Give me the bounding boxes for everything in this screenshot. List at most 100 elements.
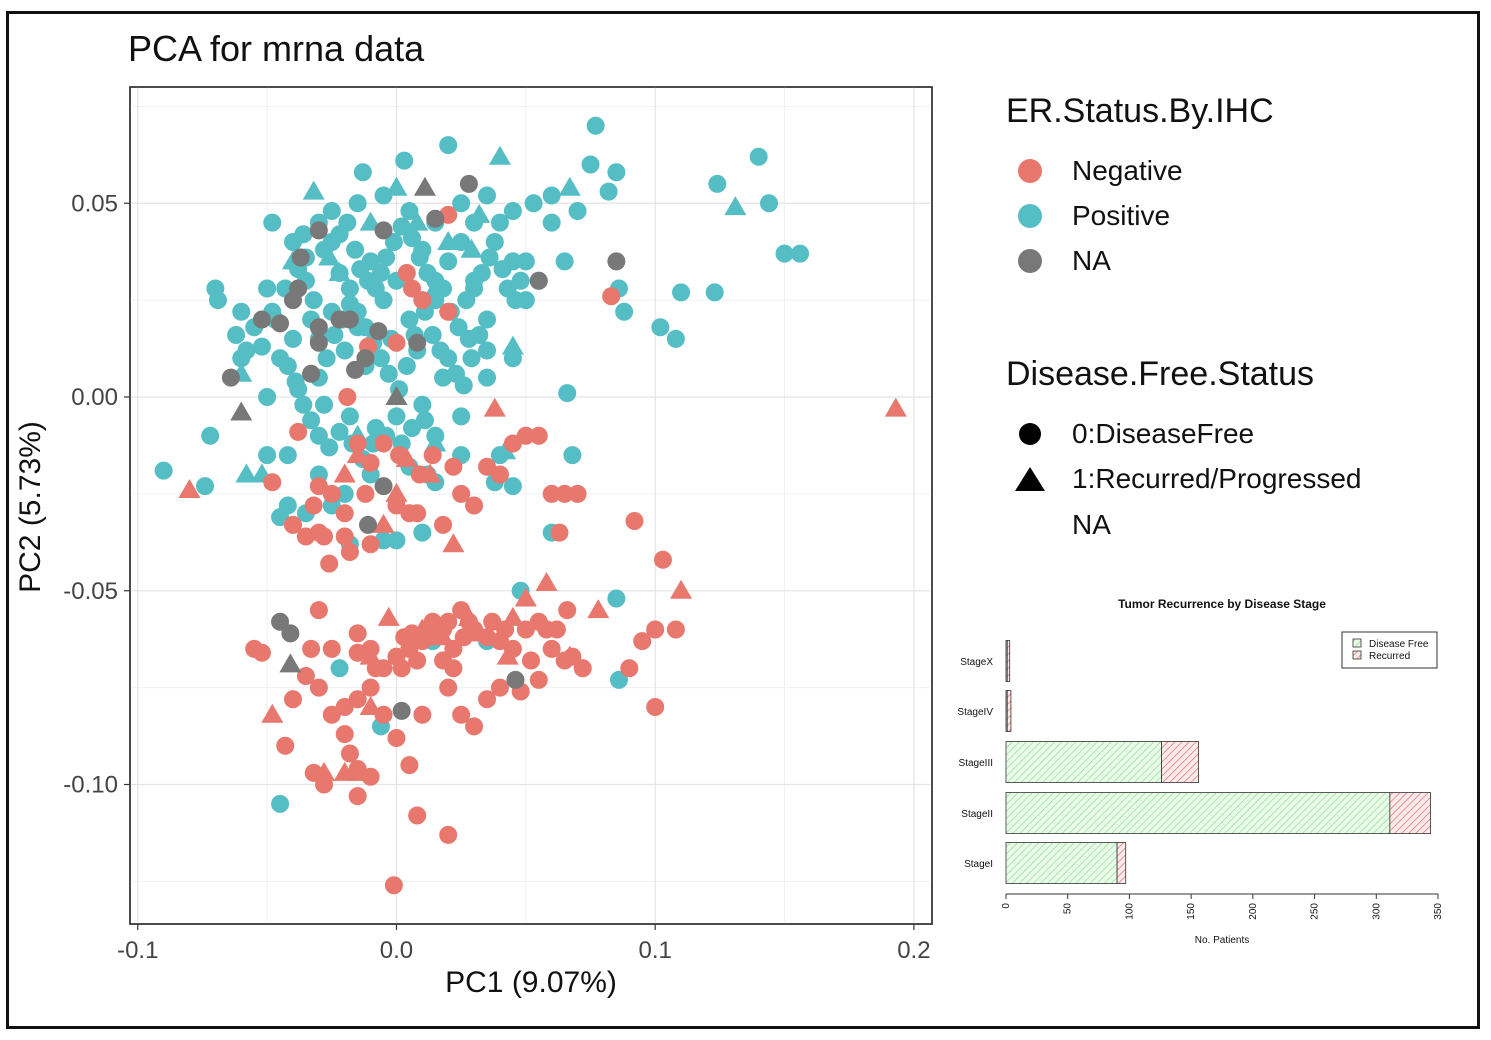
point-positive [415, 411, 434, 430]
scatter-points [154, 116, 907, 895]
na-dot-icon [1014, 245, 1046, 277]
point-na [252, 310, 271, 329]
point-positive [387, 531, 406, 550]
point-positive [581, 155, 600, 174]
point-negative [384, 876, 403, 895]
point-positive [452, 407, 471, 426]
point-na [392, 701, 411, 720]
point-na [374, 477, 393, 496]
point-positive [353, 163, 372, 182]
point-negative [387, 729, 406, 747]
point-positive [555, 252, 574, 271]
point-negative [283, 690, 302, 709]
point-positive [749, 147, 768, 166]
point-negative [490, 465, 509, 484]
point-positive [258, 388, 277, 406]
point-positive [330, 659, 349, 678]
triangle-negative [359, 696, 382, 715]
triangle-positive [328, 262, 351, 281]
point-negative [444, 457, 463, 476]
point-negative [289, 422, 308, 441]
bar-chart-title: Tumor Recurrence by Disease Stage [1118, 597, 1326, 611]
triangle-negative [496, 645, 519, 665]
bar-recurred-stageiv [1006, 690, 1012, 732]
point-positive [374, 186, 393, 205]
bar-recurred-stagex [1006, 640, 1011, 682]
triangle-negative [377, 606, 400, 626]
point-positive [325, 326, 344, 344]
point-negative [348, 690, 367, 709]
point-positive [586, 116, 605, 135]
point-negative [490, 678, 509, 697]
point-na [302, 364, 321, 383]
point-negative [309, 678, 328, 697]
point-na [271, 612, 290, 631]
point-positive [278, 357, 297, 375]
category-label: StageIII [959, 758, 993, 769]
point-na [346, 360, 365, 379]
triangle-negative [372, 513, 395, 533]
point-na [607, 252, 626, 271]
legend-dfs-free: 0:DiseaseFree [1014, 418, 1254, 450]
triangle-na [230, 401, 253, 421]
bar-x-tick-label: 350 [1433, 903, 1444, 920]
point-positive [410, 248, 429, 267]
legend-er-positive: Positive [1014, 200, 1170, 232]
point-negative [392, 659, 411, 678]
point-negative [335, 504, 354, 523]
point-negative [633, 632, 652, 651]
point-positive [309, 426, 328, 445]
triangle-negative [346, 444, 369, 464]
point-positive [387, 407, 406, 426]
point-negative [320, 554, 339, 573]
point-positive [366, 279, 385, 298]
point-positive [400, 202, 419, 220]
point-na [291, 248, 310, 267]
x-tick-label: -0.1 [117, 937, 158, 964]
disease-free-swatch-icon [1352, 638, 1362, 648]
triangle-negative [178, 479, 201, 498]
point-negative [302, 639, 321, 658]
point-positive [237, 341, 256, 360]
point-positive [478, 341, 497, 360]
chart-title: PCA for mrna data [128, 28, 425, 69]
point-negative [542, 639, 561, 658]
bar-legend-box [1341, 631, 1438, 669]
category-label: StageIV [957, 707, 993, 718]
point-negative [439, 825, 458, 844]
point-positive [322, 202, 341, 220]
point-negative [550, 523, 569, 542]
point-negative [465, 717, 484, 736]
point-positive [340, 279, 359, 298]
point-negative [335, 725, 354, 744]
point-negative [356, 484, 375, 503]
point-negative [408, 504, 427, 523]
triangle-positive [558, 176, 581, 196]
point-negative [547, 620, 566, 639]
triangle-positive [724, 196, 747, 216]
point-positive [283, 329, 302, 348]
point-negative [322, 705, 341, 724]
triangle-negative [483, 397, 506, 417]
point-positive [493, 260, 512, 279]
point-negative [374, 434, 393, 453]
axis-ticks: -0.1 0.0 0.1 0.2 0.05 0.00 -0.05 -0.10 [63, 190, 930, 964]
point-positive [340, 407, 359, 426]
point-negative [439, 302, 458, 321]
point-negative [408, 651, 427, 670]
legend-er-negative-label: Negative [1072, 155, 1183, 186]
point-negative [529, 670, 548, 689]
legend-dfs-free-label: 0:DiseaseFree [1072, 418, 1255, 449]
legend-er-na: NA [1014, 245, 1111, 277]
point-positive [258, 279, 277, 298]
point-negative [483, 612, 502, 631]
legend-er-negative: Negative [1014, 155, 1183, 187]
point-positive [346, 240, 365, 259]
point-negative [335, 527, 354, 546]
point-positive [480, 248, 499, 267]
triangle-positive [468, 203, 491, 223]
point-negative [439, 678, 458, 697]
triangle-positive [424, 277, 447, 297]
triangle-negative [359, 645, 382, 665]
